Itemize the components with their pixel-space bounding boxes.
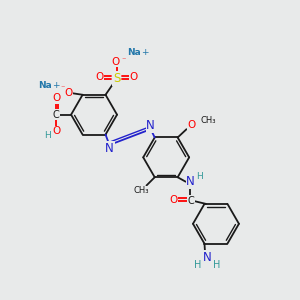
Text: H: H	[196, 172, 203, 181]
Text: ⁻: ⁻	[60, 83, 65, 92]
Text: ⁻: ⁻	[121, 55, 125, 64]
Text: O: O	[53, 126, 61, 136]
Text: H: H	[44, 131, 51, 140]
Text: +: +	[141, 48, 148, 57]
Text: CH₃: CH₃	[201, 116, 216, 125]
Text: O: O	[64, 88, 73, 98]
Text: S: S	[113, 72, 120, 85]
Text: O: O	[130, 72, 138, 82]
Text: N: N	[203, 251, 212, 264]
Text: CH₃: CH₃	[134, 186, 149, 195]
Text: H: H	[213, 260, 220, 270]
Text: Na: Na	[39, 81, 52, 90]
Text: C: C	[52, 110, 59, 120]
Text: O: O	[188, 120, 196, 130]
Text: O: O	[95, 72, 104, 82]
Text: H: H	[194, 260, 202, 270]
Text: O: O	[53, 93, 61, 103]
Text: O: O	[111, 57, 120, 67]
Text: +: +	[52, 81, 60, 90]
Text: O: O	[169, 195, 178, 205]
Text: N: N	[146, 119, 155, 132]
Text: C: C	[187, 196, 194, 206]
Text: Na: Na	[127, 48, 141, 57]
Text: N: N	[105, 142, 114, 155]
Text: N: N	[186, 175, 195, 188]
